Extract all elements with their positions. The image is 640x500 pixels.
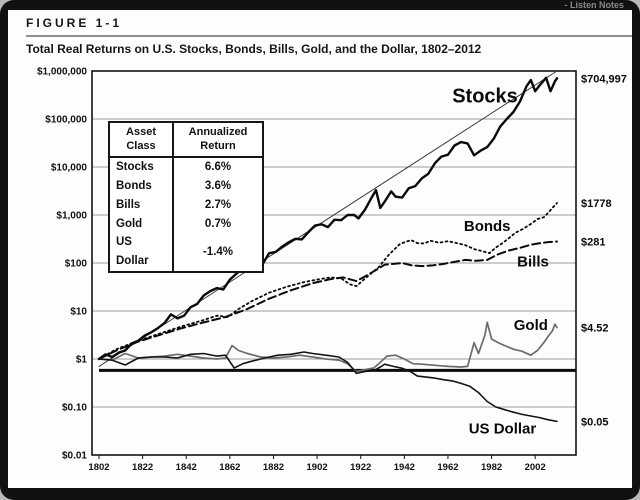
- end-value-label: $0.05: [581, 416, 609, 428]
- table-header-asset-class: Asset Class: [109, 122, 174, 158]
- series-label-bills: Bills: [517, 253, 549, 270]
- header-divider: [26, 35, 632, 37]
- y-tick-label: $1,000,000: [37, 67, 87, 78]
- asset-name: Gold: [109, 214, 174, 234]
- y-tick-label: $1: [76, 355, 88, 366]
- x-tick-label: 1902: [307, 462, 328, 473]
- end-value-label: $1778: [581, 198, 612, 210]
- table-row: Bonds 3.6%: [109, 176, 263, 196]
- figure-page: FIGURE 1-1 Total Real Returns on U.S. St…: [8, 10, 632, 488]
- series-us-dollar-line: [98, 351, 558, 423]
- x-tick-label: 2002: [525, 462, 546, 473]
- y-tick-label: $10,000: [51, 163, 88, 174]
- asset-name: US Dollar: [109, 233, 174, 273]
- series-label-gold: Gold: [514, 317, 548, 334]
- x-tick-label: 1802: [88, 462, 109, 473]
- asset-return: -1.4%: [202, 245, 234, 258]
- asset-return: 6.6%: [204, 160, 232, 173]
- y-tick-label: $0.01: [62, 451, 87, 462]
- chart-area: $1,000,000 $100,000 $10,000 $1,000 $100 $10 $1…: [8, 57, 632, 486]
- x-tick-label: 1942: [394, 462, 415, 473]
- chart-title: Total Real Returns on U.S. Stocks, Bonds…: [26, 42, 482, 56]
- asset-return: 2.7%: [204, 198, 232, 211]
- end-value-label: $4.52: [581, 323, 609, 335]
- plot-border: [91, 70, 577, 456]
- figure-label: FIGURE 1-1: [26, 16, 123, 30]
- y-tick-label: $0.10: [62, 403, 87, 414]
- end-value-label: $704,997: [581, 73, 627, 85]
- table-row: US Dollar -1.4%: [109, 233, 263, 273]
- y-tick-label: $100: [65, 259, 88, 270]
- series-label-stocks: Stocks: [452, 86, 518, 108]
- table-row: Stocks 6.6%: [109, 156, 263, 177]
- table-row: Bills 2.7%: [109, 195, 263, 215]
- table-row: Gold 0.7%: [109, 214, 263, 234]
- series-gold-line: [98, 321, 558, 373]
- annualized-returns-table: Asset Class Annualized Return Stocks 6.6…: [108, 121, 264, 274]
- table-header-row: Asset Class Annualized Return: [109, 122, 263, 158]
- x-tick-label: 1982: [481, 462, 502, 473]
- series-bonds-line: [98, 202, 558, 360]
- table-header-annualized-return: Annualized Return: [173, 122, 263, 158]
- series-bills-line: [98, 240, 558, 360]
- x-tick-label: 1882: [263, 462, 284, 473]
- x-tick-label: 1842: [176, 462, 197, 473]
- returns-line-chart: $1,000,000 $100,000 $10,000 $1,000 $100 $10 $1…: [37, 67, 627, 474]
- series-stocks-line: [97, 76, 559, 361]
- end-value-label: $281: [581, 236, 605, 248]
- asset-name: Stocks: [109, 156, 174, 177]
- series-label-bonds: Bonds: [464, 218, 511, 235]
- y-tick-label: $100,000: [45, 115, 87, 126]
- asset-name: Bonds: [109, 176, 174, 196]
- x-tick-label: 1822: [132, 462, 153, 473]
- asset-return: 0.7%: [204, 217, 232, 230]
- asset-name: Bills: [109, 195, 174, 215]
- watermark: - Listen Notes: [564, 0, 624, 10]
- series-label-us-dollar: US Dollar: [469, 421, 537, 438]
- y-tick-label: $10: [70, 307, 87, 318]
- x-tick-label: 1862: [219, 462, 240, 473]
- x-tick-label: 1962: [437, 462, 458, 473]
- x-tick-label: 1922: [350, 462, 371, 473]
- asset-return: 3.6%: [204, 179, 232, 192]
- y-tick-label: $1,000: [56, 211, 87, 222]
